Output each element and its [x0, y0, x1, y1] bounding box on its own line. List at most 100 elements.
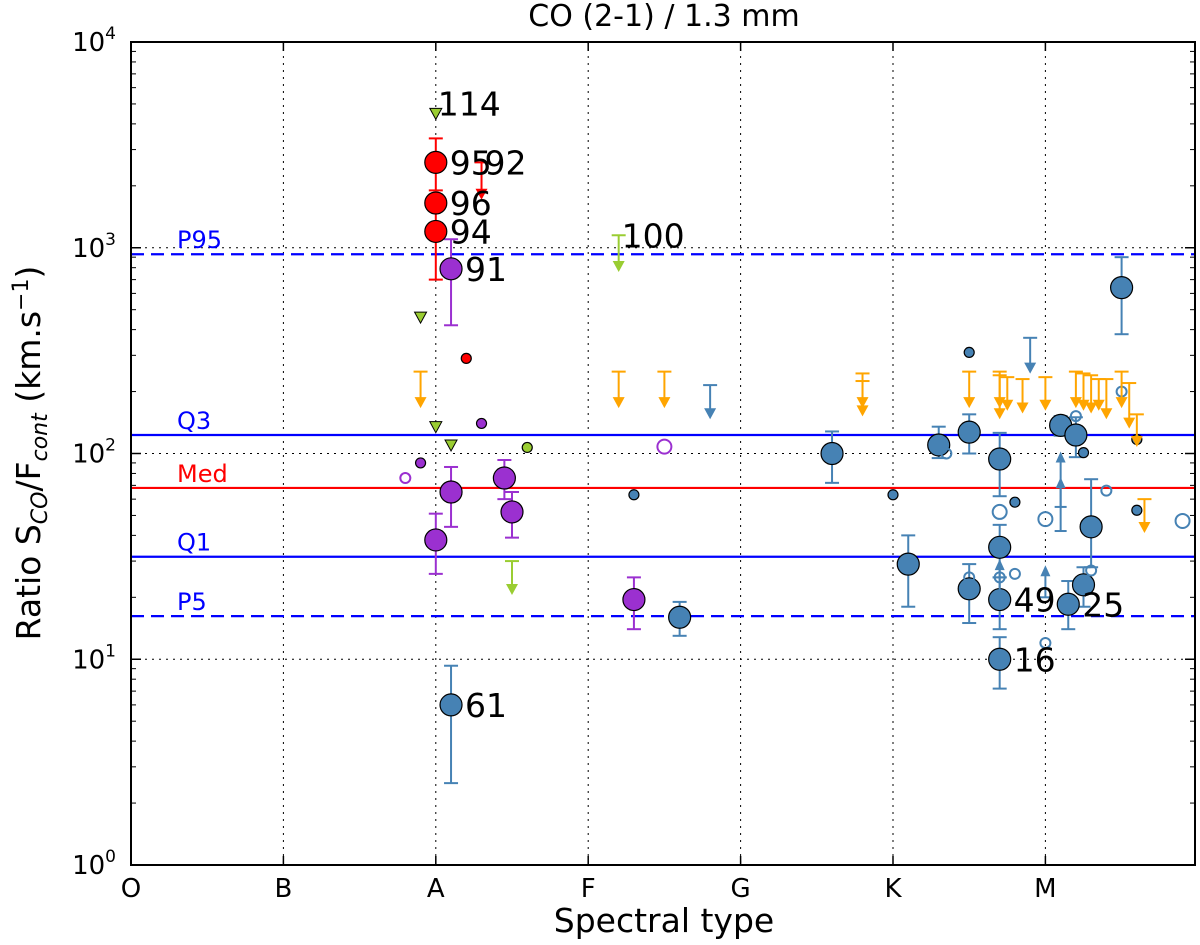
data-point	[500, 500, 524, 524]
y-axis-title: Ratio SCO/Fcont (km.s−1)	[9, 266, 53, 641]
y-tick-label: 103	[72, 230, 116, 264]
point-label: 91	[465, 250, 507, 289]
chart-title: CO (2-1) / 1.3 mm	[528, 0, 799, 34]
point-label: 49	[1014, 581, 1056, 620]
y-tick-label-exponent: 4	[105, 24, 116, 44]
data-point	[957, 577, 981, 601]
x-axis-title: Spectral type	[554, 901, 774, 940]
x-tick-label: O	[121, 874, 141, 904]
open-data-point	[1008, 567, 1021, 580]
upper-limit-arrowhead	[1123, 417, 1136, 429]
point-label: 114	[438, 84, 501, 123]
data-point	[460, 352, 472, 364]
data-point	[521, 441, 533, 454]
y-tick-label-exponent: 2	[105, 436, 116, 456]
data-point	[957, 420, 981, 444]
upper-limit-arrowhead	[612, 397, 625, 409]
data-point	[1109, 276, 1134, 300]
open-data-point	[940, 447, 953, 460]
point-label: 92	[485, 143, 527, 182]
data-point	[896, 552, 920, 576]
upper-limit-marker	[428, 107, 443, 121]
y-axis-title-unit-sup: −1	[9, 279, 34, 311]
y-tick-label-base: 10	[72, 28, 105, 58]
data-point	[988, 535, 1012, 559]
upper-limit-arrowhead	[1100, 408, 1113, 420]
upper-limit-arrowhead	[856, 405, 869, 417]
reference-lines: P95 Q3 Med Q1 P5	[131, 226, 1195, 618]
open-data-point	[399, 472, 412, 485]
y-tick-label-exponent: 0	[105, 847, 116, 867]
upper-limit-arrowhead	[1085, 402, 1098, 414]
data-point	[622, 587, 646, 612]
upper-limit-marker	[444, 439, 458, 453]
point-label: 94	[450, 212, 492, 251]
upper-limit-arrowhead	[1001, 399, 1014, 411]
upper-limit-arrowhead	[1039, 399, 1052, 411]
lower-limit-arrowhead	[1055, 477, 1066, 489]
y-axis-title-unit-open: (km.s	[9, 311, 48, 413]
upper-limit-arrowhead	[1130, 435, 1143, 447]
upper-limit-marker	[428, 421, 443, 434]
x-tick-label: K	[884, 874, 902, 904]
x-tick-label: A	[427, 874, 445, 904]
x-tick-label: M	[1034, 874, 1056, 904]
y-tick-label-base: 10	[72, 440, 105, 470]
reference-label-q3: Q3	[177, 407, 211, 435]
y-tick-label: 101	[72, 641, 116, 675]
data-point	[988, 447, 1012, 471]
x-tick-label: F	[581, 874, 596, 904]
data-point	[414, 457, 427, 469]
data-point	[1077, 447, 1090, 459]
lower-limit-arrowhead	[1055, 451, 1066, 463]
data-point	[424, 528, 448, 552]
upper-limit-arrowhead	[414, 397, 427, 409]
y-axis-title-mid: /F	[9, 461, 48, 491]
x-tick-label: G	[731, 874, 751, 904]
y-tick-label-base: 10	[72, 645, 105, 675]
upper-limit-arrowhead	[1138, 522, 1151, 534]
data-point	[988, 647, 1012, 671]
point-label: 25	[1082, 585, 1124, 624]
y-axis-title-sub2: cont	[28, 412, 53, 461]
data-point	[439, 480, 463, 504]
lower-limit-arrowhead	[1040, 565, 1051, 577]
reference-label-med: Med	[177, 460, 228, 488]
upper-limit-arrowhead	[856, 397, 869, 409]
open-data-point	[963, 571, 976, 584]
y-tick-label: 104	[72, 24, 116, 58]
data-point	[820, 441, 844, 466]
point-label: 100	[622, 216, 685, 255]
open-data-point	[991, 503, 1008, 520]
open-data-point	[1069, 410, 1082, 423]
upper-limit-arrowhead	[704, 408, 717, 420]
data-point	[439, 257, 463, 281]
point-label: 61	[465, 686, 507, 725]
y-tick-label-exponent: 3	[105, 230, 116, 250]
data-point	[424, 191, 448, 215]
upper-limit-arrowhead	[1016, 402, 1029, 414]
upper-limit-arrowhead	[1092, 399, 1105, 411]
upper-limit-arrowhead	[475, 188, 488, 200]
data-point	[963, 346, 975, 359]
data-point	[1071, 573, 1096, 597]
data-point	[1064, 423, 1088, 447]
point-label: 95	[450, 143, 492, 182]
data-point	[887, 489, 899, 501]
point-label: 16	[1014, 640, 1056, 679]
open-data-point	[656, 438, 673, 455]
y-tick-label: 100	[72, 847, 116, 881]
data-point	[628, 489, 640, 501]
lower-limit-arrowhead	[994, 559, 1005, 571]
upper-limit-arrowhead	[1024, 362, 1037, 374]
upper-limit-marker	[413, 311, 428, 325]
y-axis-title-base: Ratio S	[9, 524, 48, 640]
data-point	[492, 466, 516, 490]
upper-limit-arrowhead	[506, 583, 518, 595]
data-point	[475, 417, 488, 430]
open-data-point	[1085, 564, 1098, 577]
